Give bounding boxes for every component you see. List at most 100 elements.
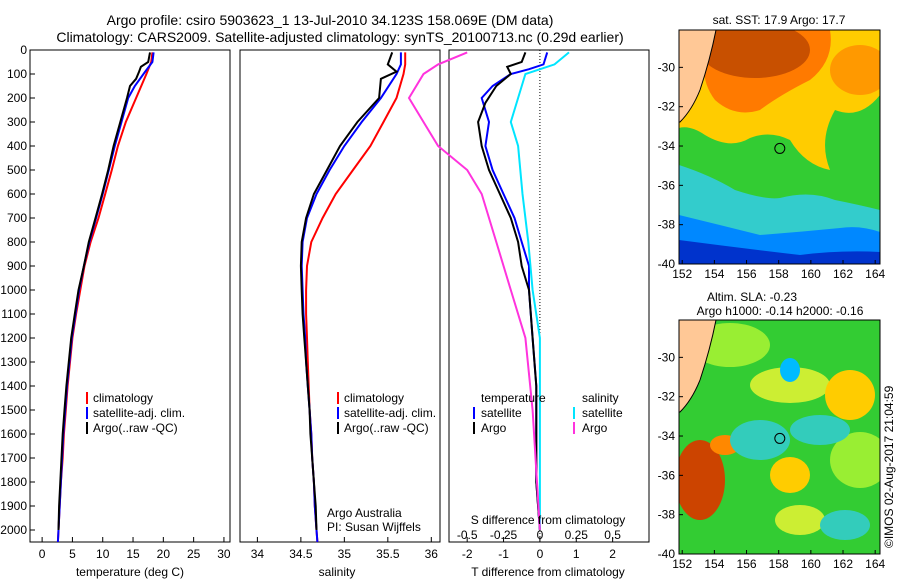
y-tick-label: 800 [7, 235, 27, 249]
series-line-salinity-argo [407, 51, 541, 531]
y-tick-label: 900 [7, 259, 27, 273]
watermark-timestamp: ©IMOS 02-Aug-2017 21:04:59 [882, 385, 896, 548]
lat-tick-label: -30 [658, 350, 676, 364]
lon-tick-label: 154 [704, 557, 724, 571]
s-difference-axis-label: S difference from climatology [471, 513, 626, 527]
y-tick-label: 1600 [0, 427, 27, 441]
sla-map-panel: Altim. SLA: -0.23 Argo h1000: -0.14 h200… [658, 290, 886, 571]
lon-tick-label: 162 [833, 267, 853, 281]
figure-title-line2: Climatology: CARS2009. Satellite-adjuste… [56, 29, 624, 45]
x-tick-label: 36 [425, 547, 439, 561]
sst-map-panel: sat. SST: 17.9 Argo: 17.7 152 154 156 158 16… [658, 13, 886, 281]
y-tick-label: 1800 [0, 475, 27, 489]
x-tick-label: -1 [498, 547, 509, 561]
legend-label-argo: Argo(..raw -QC) [93, 421, 178, 435]
s-tick-label: 0.25 [565, 528, 589, 542]
salinity-axis-label: salinity [319, 565, 356, 579]
y-tick-label: 200 [7, 91, 27, 105]
y-tick-label: 1400 [0, 379, 27, 393]
x-tick-label: 34 [251, 547, 265, 561]
x-tick-label: 15 [126, 547, 140, 561]
x-tick-label: 1 [573, 547, 580, 561]
lon-tick-label: 152 [672, 557, 692, 571]
difference-legend: temperature salinity satellite Argo sate… [473, 391, 623, 435]
s-tick-label: -0.5 [457, 528, 478, 542]
legend-label-satellite: satellite-adj. clim. [93, 406, 185, 420]
sst-map-title: sat. SST: 17.9 Argo: 17.7 [713, 13, 846, 27]
series-line-salinity-satellite [509, 51, 570, 530]
y-tick-label: 300 [7, 115, 27, 129]
argo-location-marker [774, 432, 786, 444]
t-difference-axis-ticks: -2 -1 0 1 2 [462, 537, 616, 561]
y-tick-label: 0 [20, 43, 27, 57]
difference-panel: -2 -1 0 1 2 -0.5 -0.25 0 0.25 0.5 T difference f… [407, 49, 650, 579]
lon-tick-label: 158 [769, 267, 789, 281]
y-tick-label: 1100 [1, 307, 27, 321]
series-line-temperature-argo [477, 52, 541, 531]
s-tick-label: 0 [537, 528, 544, 542]
y-tick-label: 1300 [0, 355, 27, 369]
s-difference-axis-ticks: -0.5 -0.25 0 0.25 0.5 [457, 528, 621, 542]
lon-tick-label: 164 [865, 267, 885, 281]
lon-tick-label: 160 [801, 267, 821, 281]
salinity-axes-frame [239, 49, 441, 543]
x-tick-label: 35 [338, 547, 352, 561]
legend-label-satellite: satellite-adj. clim. [344, 406, 436, 420]
lat-tick-label: -38 [658, 508, 676, 522]
figure-title-line1: Argo profile: csiro 5903623_1 13-Jul-201… [106, 12, 554, 28]
y-tick-label: 1200 [0, 331, 27, 345]
lon-tick-label: 156 [737, 557, 757, 571]
series-line-climatology [56, 52, 154, 543]
series-line-argo-raw-qc [299, 52, 399, 531]
lon-tick-label: 164 [865, 557, 885, 571]
lon-tick-label: 152 [672, 267, 692, 281]
temperature-lines [56, 52, 155, 543]
y-tick-label: 2000 [0, 523, 27, 537]
s-tick-label: -0.25 [490, 528, 518, 542]
sla-map-frame [678, 319, 881, 555]
sla-map-title-line1: Altim. SLA: -0.23 [707, 290, 797, 304]
difference-lines [407, 51, 570, 531]
y-tick-label: 1500 [0, 403, 27, 417]
sla-field [679, 320, 880, 554]
depth-axis-ticks: 0 100 200 300 400 500 600 700 800 900 1000 1100 1200… [0, 43, 35, 537]
sla-latitude-ticks: -30 -32 -34 -36 -38 -40 [658, 350, 683, 561]
y-tick-label: 500 [7, 163, 27, 177]
y-tick-label: 1900 [0, 499, 27, 513]
difference-axes-frame [448, 49, 650, 543]
sla-longitude-ticks: 152 154 156 158 160 162 164 [672, 550, 886, 571]
temperature-panel: 0100200300400500600700800900100011001200… [0, 43, 231, 579]
legend-label-argo: Argo(..raw -QC) [344, 421, 429, 435]
lon-tick-label: 160 [801, 557, 821, 571]
temperature-axis-label: temperature (deg C) [76, 565, 184, 579]
sst-field [679, 30, 880, 264]
temperature-legend: climatology satellite-adj. clim. Argo(..… [86, 391, 185, 435]
legend-label-t-satellite: satellite [481, 406, 522, 420]
y-tick-label: 1000 [0, 283, 27, 297]
x-tick-label: 0 [39, 547, 46, 561]
t-difference-axis-label: T difference from climatology [471, 565, 625, 579]
salinity-lines [299, 52, 407, 543]
sst-longitude-ticks: 152 154 156 158 160 162 164 [672, 260, 886, 281]
x-tick-label: 35.5 [376, 547, 400, 561]
y-tick-label: 400 [7, 139, 27, 153]
legend-label-climatology: climatology [344, 391, 404, 405]
lat-tick-label: -38 [658, 218, 676, 232]
legend-label-climatology: climatology [93, 391, 153, 405]
lat-tick-label: -40 [658, 547, 676, 561]
lat-tick-label: -32 [658, 390, 676, 404]
x-tick-label: 5 [69, 547, 76, 561]
annotation-program: Argo Australia [327, 506, 402, 520]
series-line-satellite-adj-clim [300, 52, 402, 543]
legend-header-salinity: salinity [582, 391, 619, 405]
x-tick-label: 30 [217, 547, 231, 561]
series-line-argo-raw-qc [57, 52, 151, 531]
lat-tick-label: -32 [658, 100, 676, 114]
lon-tick-label: 158 [769, 557, 789, 571]
lon-tick-label: 154 [704, 267, 724, 281]
x-tick-label: 25 [187, 547, 201, 561]
annotation-pi: PI: Susan Wijffels [327, 520, 421, 534]
temperature-axis-ticks: 0 5 10 15 20 25 30 [39, 537, 231, 561]
x-tick-label: 34.5 [289, 547, 313, 561]
